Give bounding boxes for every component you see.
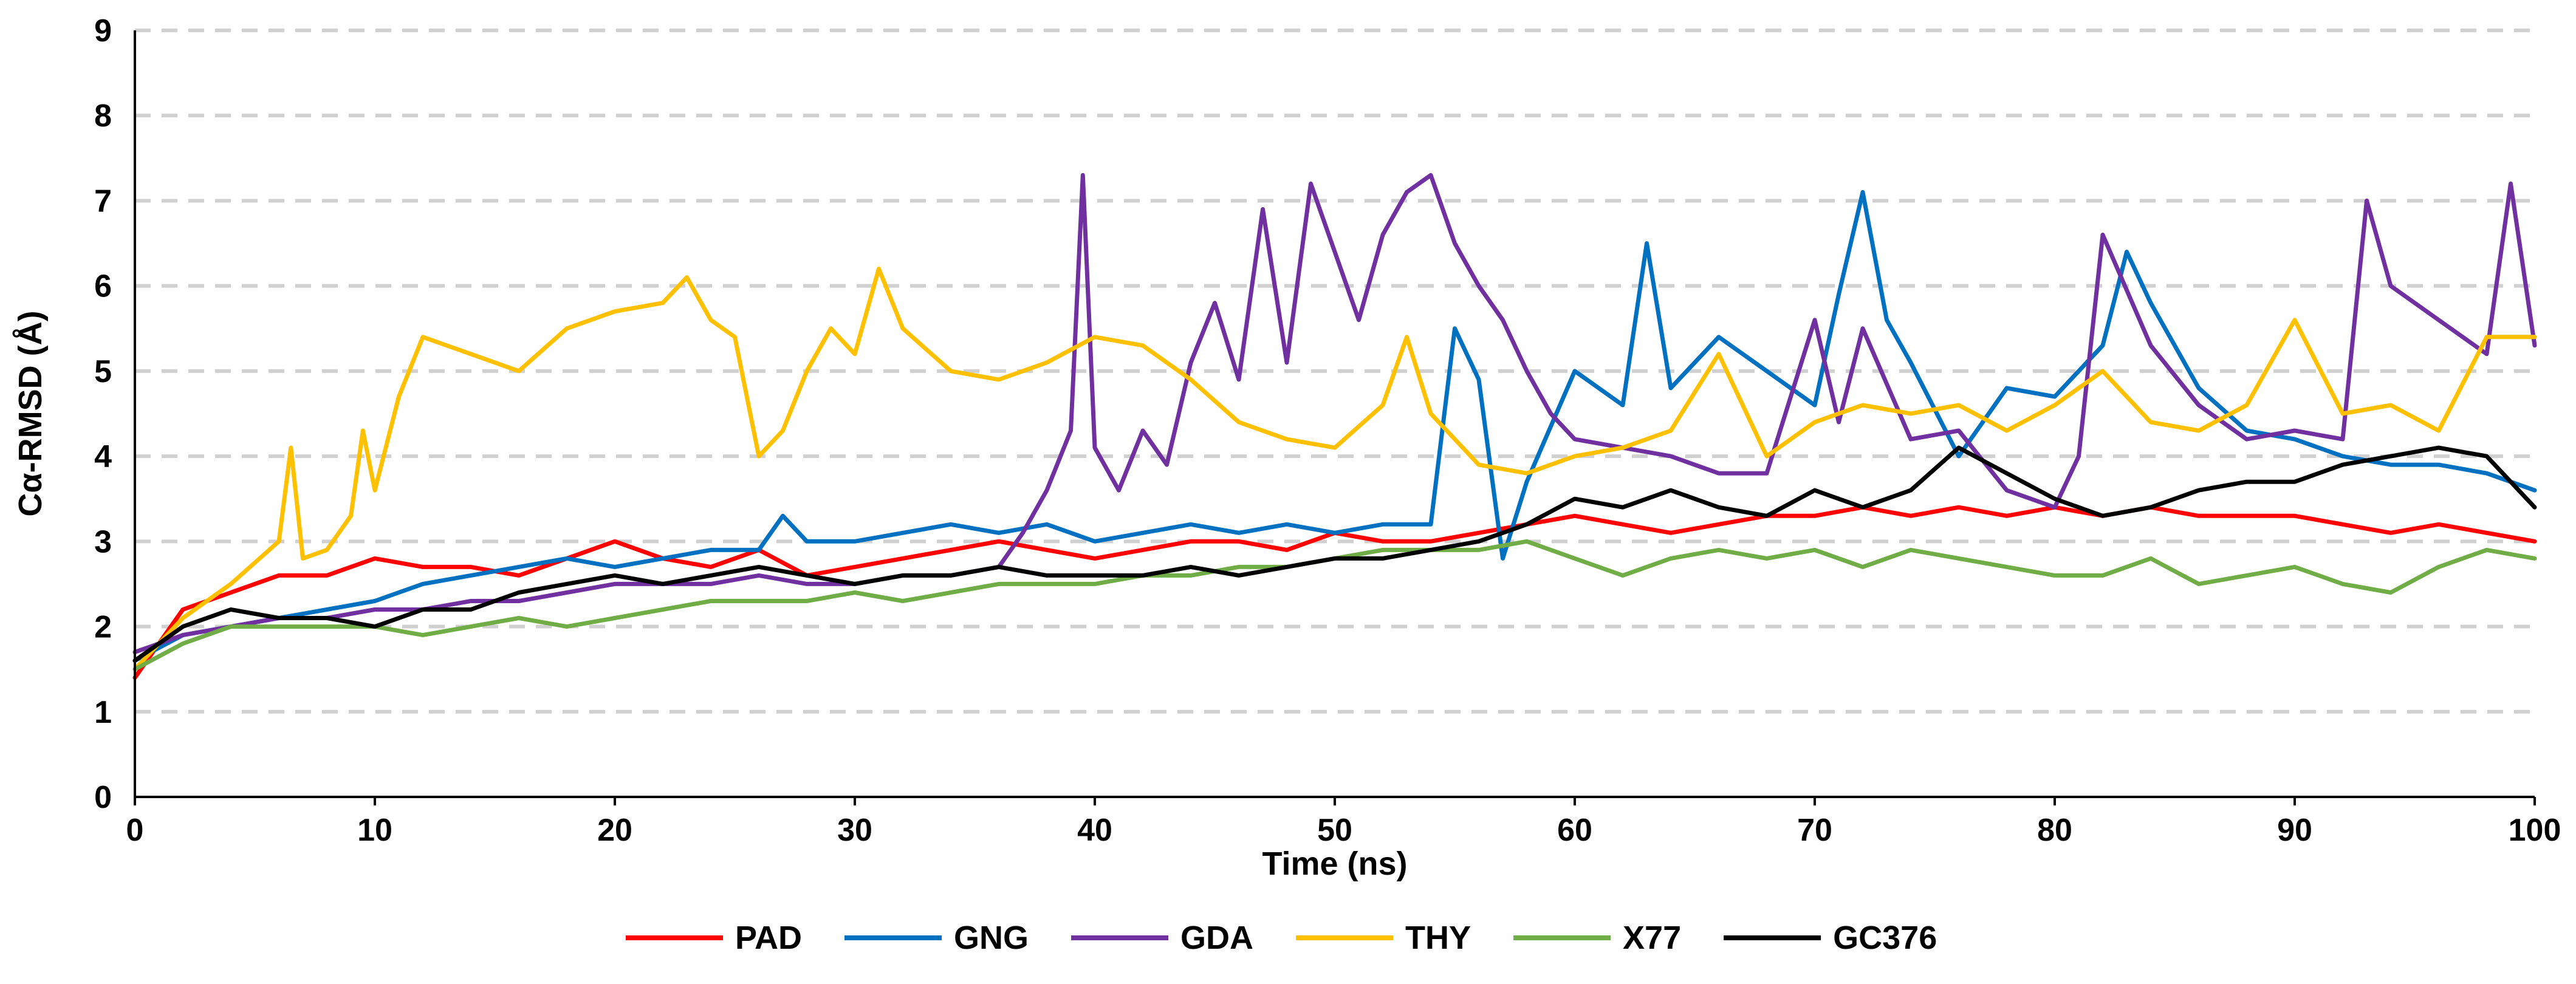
y-axis-title: Cα-RMSD (Å) [12,310,49,516]
legend-label-gc376: GC376 [1833,920,1937,956]
y-tick-label: 5 [94,354,112,389]
y-tick-labels: 0 1 2 3 4 5 6 7 8 9 [94,13,112,815]
x-tick-label: 0 [126,813,144,848]
y-tick-label: 7 [94,183,112,219]
y-tick-label: 2 [94,610,112,645]
x-tick-label: 80 [2037,813,2072,848]
x-tick-label: 50 [1317,813,1352,848]
legend-label-gda: GDA [1180,920,1253,956]
y-tick-label: 6 [94,269,112,304]
y-tick-label: 8 [94,98,112,134]
y-tick-label: 9 [94,13,112,49]
y-tick-label: 1 [94,695,112,730]
x-tick-label: 100 [2509,813,2561,848]
x-tick-label: 60 [1557,813,1592,848]
legend-label-gng: GNG [954,920,1029,956]
series-line-gda [132,173,2537,655]
series-line-thy [132,267,2537,672]
x-tick-label: 70 [1797,813,1832,848]
legend: PAD GNG GDA THY X77 GC376 [626,920,1937,956]
x-tick-label: 20 [597,813,632,848]
x-tick-label: 90 [2277,813,2312,848]
gridlines [135,29,2535,714]
x-tick-label: 40 [1077,813,1112,848]
x-axis-title: Time (ns) [1262,846,1407,882]
y-tick-label: 4 [94,439,112,474]
x-tick-labels: 0 10 20 30 40 50 60 70 80 90 100 [126,797,2561,848]
x-tick-label: 10 [357,813,392,848]
legend-label-pad: PAD [735,920,802,956]
y-tick-label: 0 [94,780,112,815]
y-tick-label: 3 [94,524,112,559]
legend-label-thy: THY [1405,920,1471,956]
series-lines [132,173,2537,680]
legend-label-x77: X77 [1623,920,1681,956]
x-tick-label: 30 [837,813,872,848]
series-line-gc376 [132,445,2537,663]
